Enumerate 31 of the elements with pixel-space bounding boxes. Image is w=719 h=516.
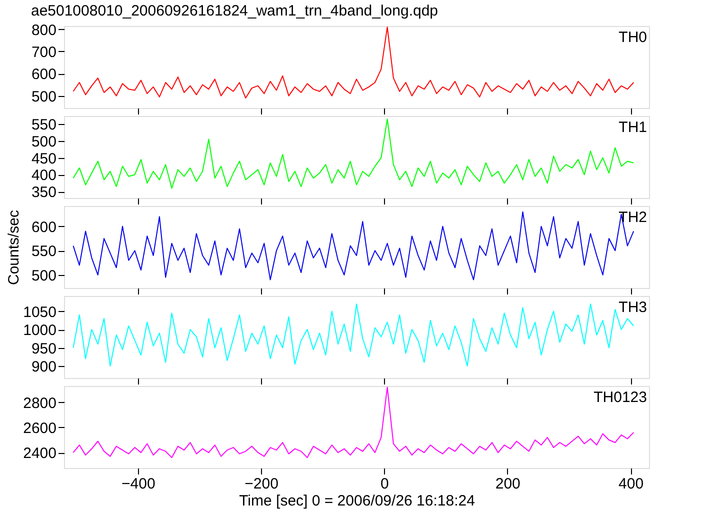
annotation: TH0	[618, 29, 647, 46]
y-axis-title: Counts/sec	[5, 209, 22, 286]
x-tick-label: 400	[618, 476, 644, 492]
y-tick-label: 2400	[23, 445, 56, 462]
y-tick-label: 950	[31, 340, 56, 358]
x-tick-label: −400	[121, 476, 156, 492]
y-tick-label: 800	[31, 22, 56, 39]
annotation: TH1	[618, 119, 647, 136]
y-tick-label: 500	[31, 133, 56, 150]
y-tick-label: 500	[31, 88, 56, 106]
y-tick-label: 550	[31, 116, 56, 134]
y-tick-label: 600	[31, 218, 56, 236]
x-tick-label: 0	[380, 476, 389, 492]
x-axis-title: Time [sec] 0 = 2006/09/26 16:18:24	[239, 492, 475, 510]
y-tick-label: 2800	[23, 394, 56, 412]
y-tick-label: 550	[31, 243, 56, 260]
annotation: TH0123	[594, 389, 647, 406]
y-tick-label: 450	[31, 150, 56, 168]
y-tick-label: 900	[31, 358, 56, 376]
y-tick-label: 1000	[23, 322, 56, 340]
y-tick-label: 400	[31, 167, 56, 184]
chart-title: ae501008010_20060926161824_wam1_trn_4band_long.qdp	[30, 2, 438, 20]
y-tick-label: 1050	[23, 304, 56, 321]
y-tick-label: 500	[31, 267, 56, 284]
annotation: TH3	[618, 299, 647, 316]
y-tick-label: 700	[31, 44, 56, 61]
y-tick-label: 2600	[23, 420, 56, 437]
x-tick-label: 200	[495, 476, 520, 492]
y-tick-label: 600	[31, 66, 56, 84]
y-tick-label: 350	[31, 184, 56, 202]
x-tick-label: −200	[244, 476, 278, 492]
